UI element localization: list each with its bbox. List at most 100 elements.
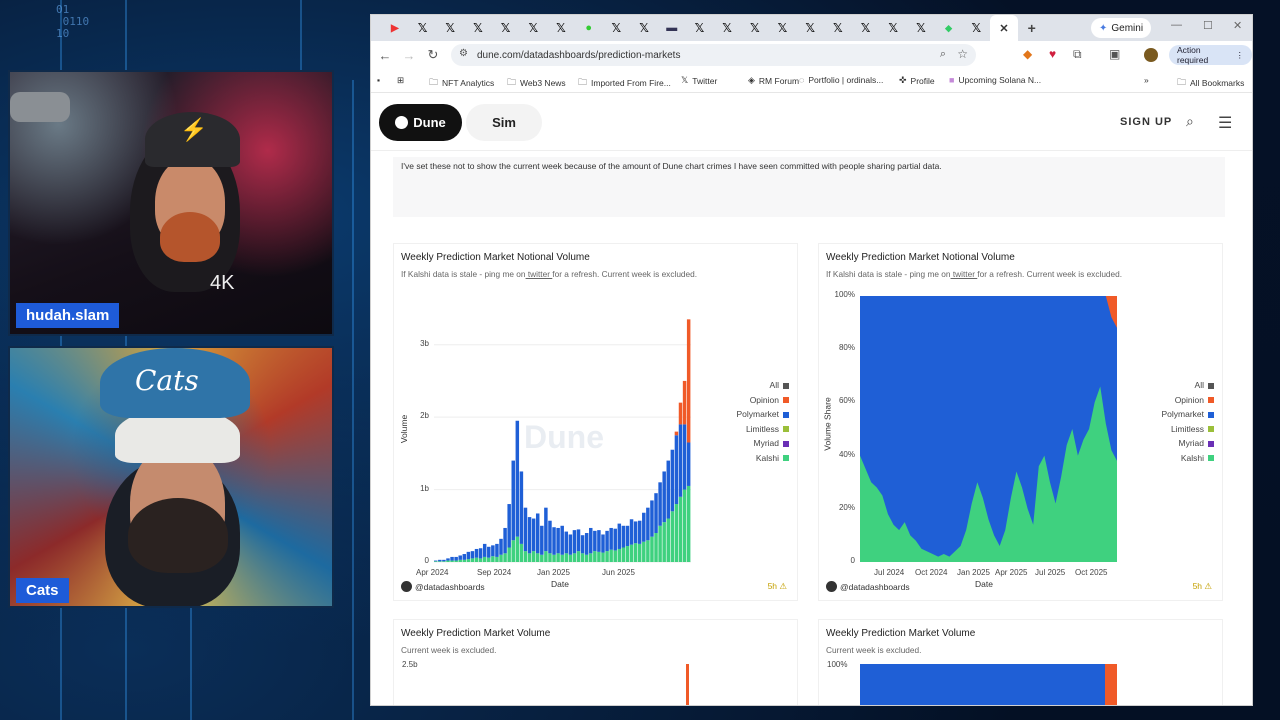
tab-x[interactable]: 𝕏: [962, 15, 990, 41]
bar-kalshi[interactable]: [609, 549, 613, 562]
bar-opinion[interactable]: [674, 431, 679, 436]
bar-kalshi[interactable]: [682, 489, 687, 562]
bar-kalshi[interactable]: [556, 553, 560, 562]
bar-polymarket[interactable]: [625, 525, 630, 547]
bar-kalshi[interactable]: [511, 540, 515, 562]
bar-kalshi[interactable]: [658, 525, 662, 562]
bar-kalshi[interactable]: [650, 536, 654, 562]
bar-kalshi[interactable]: [458, 559, 462, 562]
reload-button[interactable]: ↻: [427, 47, 439, 62]
bar-kalshi[interactable]: [686, 485, 691, 562]
bar-polymarket[interactable]: [637, 520, 642, 544]
legend-item[interactable]: Polymarket: [1161, 407, 1214, 422]
bar-polymarket[interactable]: [646, 507, 650, 541]
bar-polymarket[interactable]: [593, 530, 597, 552]
bar-kalshi[interactable]: [593, 551, 597, 562]
bar-polymarket[interactable]: [601, 534, 605, 553]
bookmark-imported[interactable]: 🗀 Imported From Fire...: [578, 75, 671, 91]
twitter-link[interactable]: twitter: [950, 269, 978, 279]
bar-polymarket[interactable]: [442, 559, 446, 562]
bookmarks-overflow[interactable]: »: [1144, 75, 1149, 85]
bar-polymarket[interactable]: [674, 435, 679, 505]
legend-item[interactable]: Myriad: [736, 436, 789, 451]
bar-polymarket[interactable]: [470, 551, 475, 559]
bar-polymarket[interactable]: [454, 556, 458, 561]
zoom-icon[interactable]: ⌕: [939, 48, 946, 60]
tab-x[interactable]: 𝕏: [547, 15, 575, 41]
bar-polymarket[interactable]: [658, 482, 662, 526]
tab-x[interactable]: 𝕏: [686, 15, 714, 41]
legend-item[interactable]: Kalshi: [1161, 451, 1214, 466]
bar-kalshi[interactable]: [674, 504, 679, 562]
bookmark-all[interactable]: 🗀 All Bookmarks: [1177, 75, 1244, 91]
bar-kalshi[interactable]: [503, 553, 507, 562]
bar-polymarket[interactable]: [666, 460, 671, 519]
bar-polymarket[interactable]: [572, 530, 577, 554]
bar-polymarket[interactable]: [531, 518, 536, 552]
bar-polymarket[interactable]: [458, 555, 462, 560]
maximize-button[interactable]: ☐: [1203, 20, 1213, 32]
bar-polymarket[interactable]: [682, 424, 687, 490]
bar-polymarket[interactable]: [662, 471, 666, 523]
dune-logo-button[interactable]: Dune: [379, 104, 462, 141]
new-tab-button[interactable]: +: [1018, 15, 1046, 41]
area-opinion[interactable]: [1105, 664, 1117, 706]
bar-kalshi[interactable]: [462, 559, 467, 562]
bar-polymarket[interactable]: [540, 525, 544, 555]
star-icon[interactable]: ☆: [957, 47, 968, 61]
tab-x[interactable]: 𝕏: [630, 15, 658, 41]
bar-kalshi[interactable]: [466, 559, 471, 562]
bar-kalshi[interactable]: [450, 560, 454, 562]
profile-avatar[interactable]: [1144, 48, 1158, 62]
bookmark-rm-forum[interactable]: ◈ RM Forum: [748, 75, 799, 86]
bar-polymarket[interactable]: [515, 420, 520, 537]
back-button[interactable]: ←: [378, 47, 392, 63]
bookmark-nft-analytics[interactable]: 🗀 NFT Analytics: [429, 75, 494, 91]
bar-polymarket[interactable]: [642, 512, 646, 542]
tab-site[interactable]: ◆: [935, 15, 963, 41]
bar-opinion[interactable]: [686, 664, 689, 706]
legend-item[interactable]: All: [1161, 378, 1214, 393]
sidebar-icon[interactable]: ▣: [1109, 47, 1121, 61]
bar-kalshi[interactable]: [499, 554, 503, 562]
bar-kalshi[interactable]: [601, 552, 605, 562]
bar-kalshi[interactable]: [548, 553, 552, 562]
bar-polymarket[interactable]: [654, 493, 658, 534]
menu-icon[interactable]: ☰: [1218, 115, 1233, 132]
apps-icon[interactable]: ▪: [377, 75, 381, 85]
bar-kalshi[interactable]: [576, 551, 581, 562]
bar-polymarket[interactable]: [487, 546, 491, 558]
bar-polymarket[interactable]: [556, 527, 560, 554]
bar-kalshi[interactable]: [589, 553, 593, 562]
bookmark-solana[interactable]: ■ Upcoming Solana N...: [949, 75, 1041, 85]
bar-polymarket[interactable]: [564, 531, 569, 554]
bar-kalshi[interactable]: [507, 547, 511, 562]
legend-item[interactable]: All: [736, 378, 789, 393]
bar-polymarket[interactable]: [438, 559, 442, 562]
gemini-button[interactable]: ✦ Gemini: [1091, 18, 1152, 38]
bar-polymarket[interactable]: [495, 543, 499, 557]
legend-item[interactable]: Limitless: [736, 422, 789, 437]
author-name[interactable]: @datadashboards: [840, 581, 910, 592]
legend-item[interactable]: Limitless: [1161, 422, 1214, 437]
bar-polymarket[interactable]: [499, 538, 503, 555]
bar-polymarket[interactable]: [474, 548, 479, 558]
tab-x[interactable]: 𝕏: [852, 15, 880, 41]
bar-kalshi[interactable]: [470, 558, 475, 562]
bar-kalshi[interactable]: [446, 560, 450, 562]
extension-icon[interactable]: ♥: [1049, 47, 1057, 61]
tab-youtube[interactable]: ▶: [381, 15, 409, 41]
bar-kalshi[interactable]: [434, 561, 438, 562]
bar-polymarket[interactable]: [552, 527, 556, 555]
bar-opinion[interactable]: [686, 319, 691, 443]
tab-x[interactable]: 𝕏: [409, 15, 437, 41]
bar-kalshi[interactable]: [487, 557, 491, 562]
bookmark-twitter[interactable]: 𝕏 Twitter: [681, 75, 717, 86]
bar-polymarket[interactable]: [650, 500, 654, 537]
tab-x[interactable]: 𝕏: [519, 15, 547, 41]
bar-opinion[interactable]: [682, 380, 687, 425]
bar-polymarket[interactable]: [589, 527, 593, 554]
bar-kalshi[interactable]: [564, 553, 569, 562]
bar-polymarket[interactable]: [580, 535, 585, 554]
bar-polymarket[interactable]: [450, 556, 454, 561]
